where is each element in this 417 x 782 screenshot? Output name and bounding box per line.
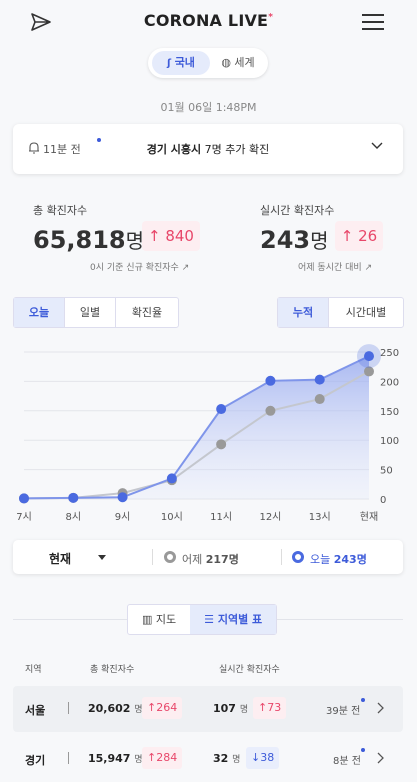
update-ago: 8분 전 (333, 756, 361, 767)
today-point (364, 351, 374, 362)
globe-icon: ◍ (221, 56, 235, 69)
today-legend: 오늘 243명 (310, 553, 367, 566)
region-name: 경기 (25, 754, 46, 767)
today-point (314, 374, 325, 385)
tab-rate[interactable]: 확진율 (131, 306, 163, 319)
col-region: 지역 (25, 665, 42, 675)
update-ago: 39분 전 (326, 706, 361, 717)
x-tick-label: 10시 (161, 511, 183, 523)
total-value: 65,818명 (33, 226, 145, 254)
total-delta: ↑284 (142, 747, 183, 769)
y-tick-label: 200 (380, 377, 399, 388)
tab-today[interactable]: 오늘 (14, 298, 65, 327)
share-icon[interactable] (30, 12, 52, 32)
map-view-button[interactable]: ▥ 지도 (142, 613, 177, 626)
menu-icon[interactable] (362, 14, 384, 30)
table-view-button[interactable]: ☰ 지역별 표 (190, 605, 277, 634)
region-toggle: ʃ 국내 ◍ 세계 (148, 48, 268, 78)
total-delta: ↑264 (142, 697, 183, 719)
live-count: 32 명 (213, 752, 241, 765)
app-header: CORONA LIVE* (0, 0, 417, 44)
col-total: 총 확진자수 (90, 665, 135, 675)
today-point (216, 404, 227, 415)
total-count: 20,602 명 (88, 702, 143, 715)
total-delta-badge: ↑ 840 (142, 221, 200, 251)
y-tick-label: 50 (380, 466, 393, 477)
list-icon: ☰ (204, 613, 218, 626)
x-tick-label: 13시 (309, 511, 331, 523)
x-tick-label: 11시 (210, 511, 232, 523)
today-line (23, 355, 370, 500)
x-tick-label: 8시 (66, 511, 82, 523)
today-point (166, 473, 177, 484)
today-dot-icon (292, 551, 304, 563)
trend-icon: ↗ (364, 263, 373, 273)
chevron-right-icon[interactable] (377, 702, 384, 714)
region-name: 서울 (25, 704, 46, 717)
logo-star: * (268, 12, 274, 23)
total-label: 총 확진자수 (33, 204, 88, 217)
today-point (265, 375, 276, 386)
logo-text: CORONA (143, 11, 223, 30)
y-tick-label: 250 (380, 348, 399, 359)
x-tick-label: 12시 (259, 511, 281, 523)
latest-alert[interactable]: 11분 전 경기 시흥시 7명 추가 확진 (13, 124, 403, 174)
cases-line-chart: 0 50 100 150 200 250 7시 8시 9시 10시 11시 12시 13시 현재 (16, 344, 399, 523)
live-note: 어제 동시간 대비 ↗ (298, 263, 373, 273)
alert-time: 11분 전 (43, 143, 81, 156)
korea-icon: ʃ (167, 58, 175, 69)
world-button[interactable]: ◍ 세계 (221, 56, 255, 69)
chart-legend: 현재 어제 217명 오늘 243명 (13, 540, 403, 574)
live-value: 243명 (260, 226, 329, 254)
x-tick-label: 9시 (115, 511, 131, 523)
col-live: 실시간 확진자수 (219, 665, 280, 675)
yesterday-legend: 어제 217명 (182, 553, 239, 566)
chevron-right-icon[interactable] (377, 752, 384, 764)
table-row[interactable]: 서울 20,602 명 ↑264 107 명 ↑73 39분 전 (13, 686, 403, 732)
yesterday-point (216, 439, 227, 450)
chevron-down-icon[interactable] (371, 141, 383, 151)
today-area (24, 356, 369, 499)
time-select[interactable]: 현재 (49, 552, 72, 566)
yesterday-point (314, 394, 325, 405)
y-tick-label: 0 (380, 495, 386, 506)
table-row[interactable]: 경기 15,947 명 ↑284 32 명 ↓38 8분 전 (13, 736, 403, 782)
view-toggle: ▥ 지도 ☰ 지역별 표 (127, 604, 278, 635)
live-delta-badge: ↑ 26 (335, 221, 383, 251)
tab-hourly[interactable]: 시간대별 (345, 306, 387, 319)
x-tick-label: 현재 (360, 511, 378, 523)
total-count: 15,947 명 (88, 752, 143, 765)
today-point (117, 492, 128, 503)
x-tick-label: 7시 (16, 511, 32, 523)
today-point (19, 493, 29, 504)
tab-cumulative[interactable]: 누적 (278, 298, 329, 327)
tab-daily[interactable]: 일별 (65, 298, 116, 327)
mode-tabs: 누적 시간대별 (277, 297, 404, 328)
domestic-button[interactable]: ʃ 국내 (152, 51, 210, 75)
total-note: 0시 기준 신규 확진자수 ↗ (90, 263, 190, 273)
yesterday-point (364, 366, 374, 377)
y-tick-label: 100 (380, 436, 399, 447)
live-delta: ↑73 (253, 697, 287, 719)
map-icon: ▥ (142, 613, 156, 626)
today-point (68, 492, 79, 503)
app-logo[interactable]: CORONA LIVE* (0, 11, 417, 30)
caret-down-icon[interactable] (98, 555, 106, 560)
yesterday-point (265, 405, 276, 416)
live-label: 실시간 확진자수 (260, 204, 335, 217)
period-tabs: 오늘 일별 확진율 (13, 297, 179, 328)
trend-icon: ↗ (181, 263, 190, 273)
live-delta: ↓38 (246, 747, 280, 769)
bell-icon (29, 142, 39, 154)
new-dot (97, 138, 101, 142)
update-time: 01월 06일 1:48PM (160, 101, 257, 114)
yesterday-dot-icon (164, 551, 176, 563)
live-count: 107 명 (213, 702, 249, 715)
logo-live-text: LIVE (227, 11, 269, 30)
alert-message: 경기 시흥시 7명 추가 확진 (146, 143, 270, 156)
y-tick-label: 150 (380, 407, 399, 418)
